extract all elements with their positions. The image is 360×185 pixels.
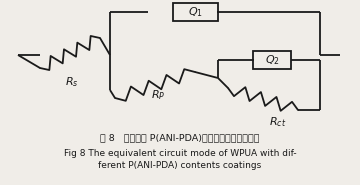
Text: Fig 8 The equivalent circuit mode of WPUA with dif-: Fig 8 The equivalent circuit mode of WPU…	[64, 149, 296, 157]
Text: $R_{ct}$: $R_{ct}$	[269, 115, 287, 129]
Text: $R_s$: $R_s$	[65, 75, 79, 89]
Bar	[253, 51, 291, 69]
Text: $R_P$: $R_P$	[151, 88, 165, 102]
Bar	[172, 3, 217, 21]
Text: $Q_1$: $Q_1$	[188, 5, 202, 19]
Text: ferent P(ANI-PDA) contents coatings: ferent P(ANI-PDA) contents coatings	[98, 161, 262, 169]
Text: $Q_2$: $Q_2$	[265, 53, 279, 67]
Text: 图 8   不同含量 P(ANI-PDA)涂层的等效电路模型图: 图 8 不同含量 P(ANI-PDA)涂层的等效电路模型图	[100, 134, 260, 142]
